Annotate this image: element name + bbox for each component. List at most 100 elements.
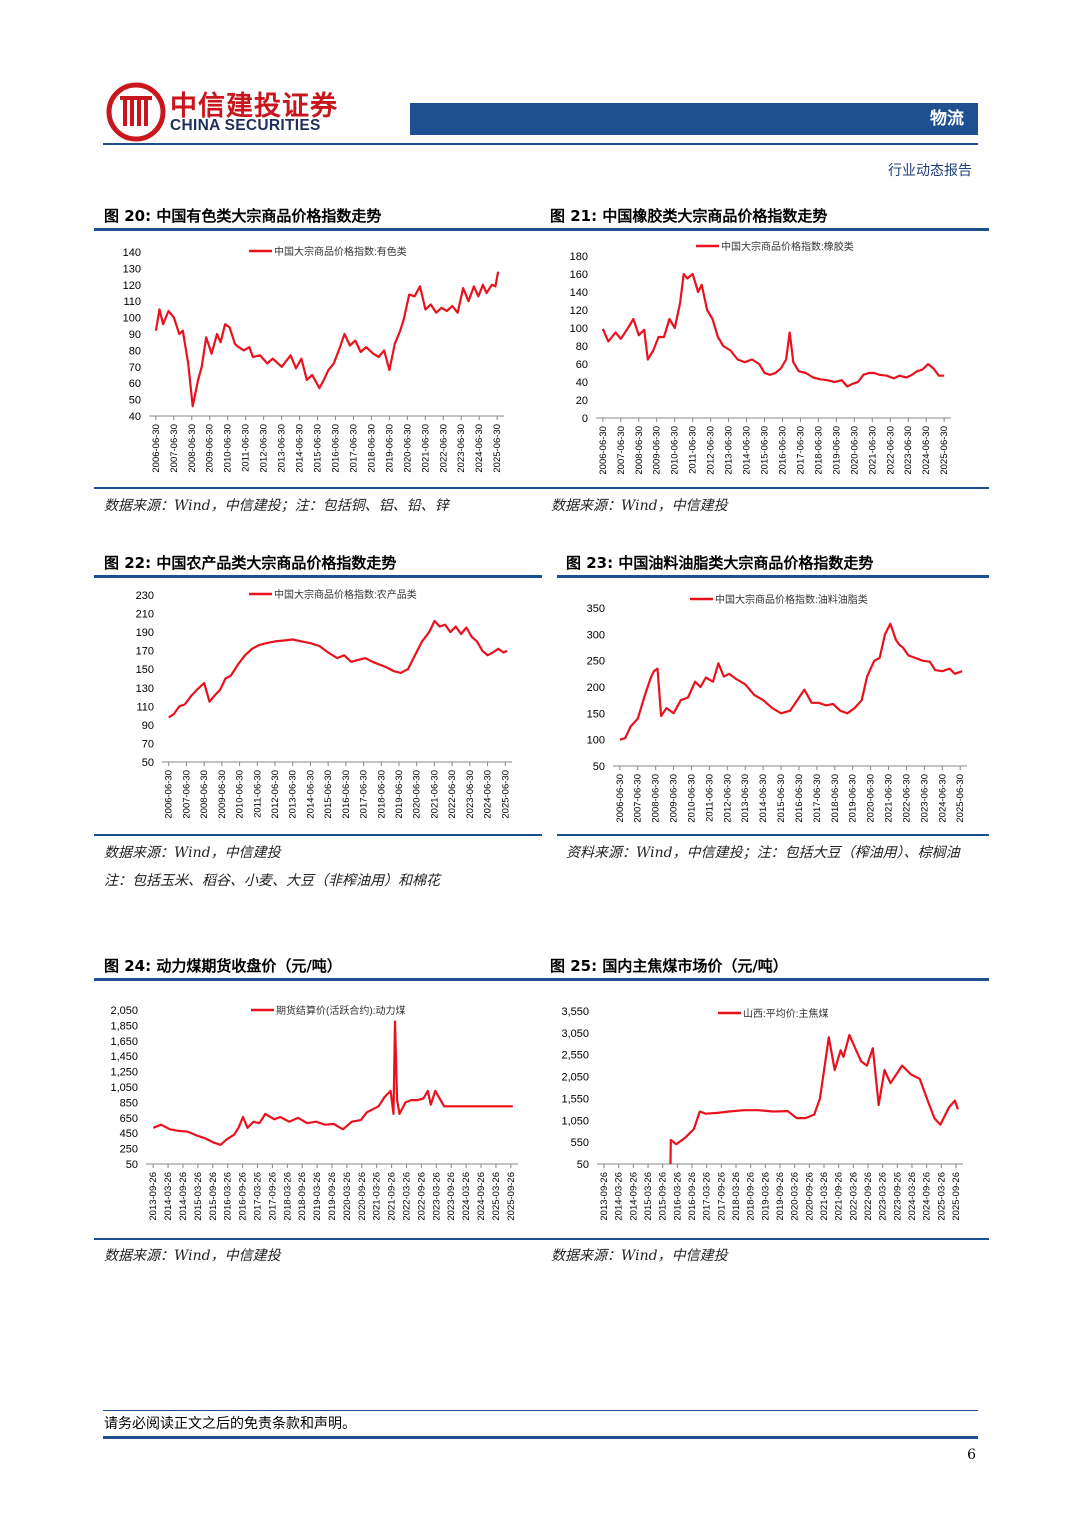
x-tick-label: 2024-06-30 xyxy=(483,770,494,819)
x-tick-label: 2017-06-30 xyxy=(812,774,823,823)
x-tick-label: 2015-03-26 xyxy=(193,1172,204,1221)
x-tick-label: 2008-06-30 xyxy=(634,426,645,475)
figure-rule-24 xyxy=(94,978,542,981)
logo-text-cn: 中信建投证券 xyxy=(170,91,338,122)
legend-label: 期货结算价(活跃合约):动力煤 xyxy=(276,1004,405,1017)
y-tick-label: 140 xyxy=(570,287,588,299)
y-tick-label: 150 xyxy=(587,708,605,720)
x-tick-label: 2008-06-30 xyxy=(187,424,198,473)
x-tick-label: 2023-09-26 xyxy=(892,1172,903,1221)
y-tick-label: 200 xyxy=(587,682,605,694)
figure-bottom-rule-24 xyxy=(94,1238,542,1240)
x-tick-label: 2018-09-26 xyxy=(297,1172,308,1221)
x-tick-label: 2016-03-26 xyxy=(223,1172,234,1221)
x-tick-label: 2017-03-26 xyxy=(702,1172,713,1221)
legend-label: 中国大宗商品价格指数:农产品类 xyxy=(274,588,417,601)
figure-rule-21 xyxy=(541,228,989,231)
x-tick-label: 2018-06-30 xyxy=(813,426,824,475)
x-tick-label: 2018-03-26 xyxy=(282,1172,293,1221)
x-tick-label: 2021-09-26 xyxy=(387,1172,398,1221)
x-tick-label: 2020-06-30 xyxy=(402,424,413,473)
x-tick-label: 2017-09-26 xyxy=(267,1172,278,1221)
x-tick-label: 2023-06-30 xyxy=(903,426,914,475)
x-tick-label: 2023-06-30 xyxy=(456,424,467,473)
x-tick-label: 2007-06-30 xyxy=(181,770,192,819)
x-tick-label: 2018-09-26 xyxy=(746,1172,757,1221)
y-tick-label: 100 xyxy=(123,313,141,325)
y-tick-label: 650 xyxy=(120,1113,138,1125)
x-tick-label: 2018-06-30 xyxy=(830,774,841,823)
x-tick-label: 2021-06-30 xyxy=(429,770,440,819)
figure-title-24: 图 24: 动力煤期货收盘价（元/吨） xyxy=(104,957,342,975)
x-tick-label: 2018-03-26 xyxy=(731,1172,742,1221)
x-tick-label: 2025-06-30 xyxy=(955,774,966,823)
y-tick-label: 40 xyxy=(129,411,141,423)
y-tick-label: 1,050 xyxy=(561,1115,589,1127)
x-tick-label: 2025-06-30 xyxy=(492,424,503,473)
y-tick-label: 1,850 xyxy=(110,1020,138,1032)
x-tick-label: 2023-06-30 xyxy=(465,770,476,819)
figure-bottom-rule-25 xyxy=(541,1238,989,1240)
figure-source-20: 数据来源：Wind，中信建投；注：包括铜、铝、铅、锌 xyxy=(104,498,449,514)
chart-24: 50 250 450 650 850 1,050 1,250 1,450 1,650 1,850 2… xyxy=(110,1004,518,1221)
y-tick-label: 450 xyxy=(120,1128,138,1140)
y-tick-label: 60 xyxy=(129,378,141,390)
x-tick-label: 2025-09-26 xyxy=(506,1172,517,1221)
x-tick-label: 2019-06-30 xyxy=(831,426,842,475)
x-tick-label: 2010-06-30 xyxy=(670,426,681,475)
y-tick-label: 1,550 xyxy=(561,1093,589,1105)
figure-rule-23 xyxy=(557,575,989,578)
x-tick-label: 2014-06-30 xyxy=(305,770,316,819)
x-tick-label: 2020-09-26 xyxy=(804,1172,815,1221)
x-tick-label: 2025-09-26 xyxy=(951,1172,962,1221)
x-tick-label: 2021-06-30 xyxy=(867,426,878,475)
legend-label: 山西:平均价:主焦煤 xyxy=(743,1007,829,1020)
figure-bottom-rule-22 xyxy=(94,834,542,836)
x-tick-label: 2019-03-26 xyxy=(760,1172,771,1221)
y-tick-label: 90 xyxy=(142,720,154,732)
figure-bottom-rule-23 xyxy=(557,834,989,836)
y-tick-label: 1,050 xyxy=(110,1082,138,1094)
y-tick-label: 140 xyxy=(123,247,141,259)
y-tick-label: 1,650 xyxy=(110,1036,138,1048)
y-tick-label: 100 xyxy=(570,323,588,335)
x-tick-label: 2022-09-26 xyxy=(416,1172,427,1221)
y-tick-label: 120 xyxy=(570,305,588,317)
x-tick-label: 2015-06-30 xyxy=(323,770,334,819)
x-tick-label: 2024-09-26 xyxy=(476,1172,487,1221)
y-tick-label: 180 xyxy=(570,251,588,263)
x-tick-label: 2020-06-30 xyxy=(849,426,860,475)
y-tick-label: 110 xyxy=(136,701,154,713)
y-tick-label: 170 xyxy=(136,646,154,658)
x-tick-label: 2019-06-30 xyxy=(384,424,395,473)
y-tick-label: 70 xyxy=(142,738,154,750)
y-tick-label: 3,050 xyxy=(561,1028,589,1040)
y-tick-label: 50 xyxy=(129,395,141,407)
x-tick-label: 2009-06-30 xyxy=(205,424,216,473)
series-line xyxy=(669,1033,959,1165)
figure-source-22: 数据来源：Wind，中信建投 xyxy=(104,845,281,861)
x-tick-label: 2014-06-30 xyxy=(742,426,753,475)
x-tick-label: 2016-09-26 xyxy=(238,1172,249,1221)
figure-title-23: 图 23: 中国油料油脂类大宗商品价格指数走势 xyxy=(566,554,874,572)
y-tick-label: 160 xyxy=(570,269,588,281)
series-line xyxy=(601,272,945,388)
x-tick-label: 2010-06-30 xyxy=(235,770,246,819)
x-tick-label: 2011-06-30 xyxy=(688,426,699,474)
x-tick-label: 2015-06-30 xyxy=(313,424,324,473)
x-tick-label: 2015-09-26 xyxy=(658,1172,669,1221)
x-tick-label: 2021-03-26 xyxy=(372,1172,383,1221)
x-tick-label: 2021-03-26 xyxy=(819,1172,830,1221)
citic-logo-icon xyxy=(106,82,166,142)
x-tick-label: 2025-06-30 xyxy=(939,426,950,475)
y-tick-label: 850 xyxy=(120,1097,138,1109)
x-tick-label: 2024-06-30 xyxy=(474,424,485,473)
legend-label: 中国大宗商品价格指数:有色类 xyxy=(274,245,407,258)
chart-20: 40 50 60 70 80 90 100 110 120 130 140 2006-06-30 200… xyxy=(123,245,504,473)
chart-22: 50 70 90 110 130 150 170 190 210 230 2006-06-30 200… xyxy=(136,588,512,819)
y-tick-label: 50 xyxy=(593,761,605,773)
x-tick-label: 2012-06-30 xyxy=(259,424,270,473)
y-tick-label: 190 xyxy=(136,627,154,639)
x-tick-label: 2019-03-26 xyxy=(312,1172,323,1221)
figure-source-23: 资料来源：Wind，中信建投；注：包括大豆（榨油用）、棕榈油 xyxy=(566,845,960,861)
